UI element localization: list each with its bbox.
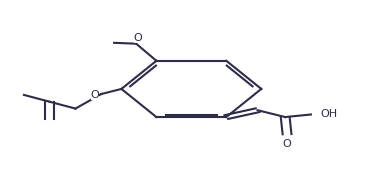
Text: O: O bbox=[283, 139, 291, 149]
Text: OH: OH bbox=[320, 109, 337, 120]
Text: O: O bbox=[91, 90, 99, 100]
Text: O: O bbox=[134, 33, 142, 43]
